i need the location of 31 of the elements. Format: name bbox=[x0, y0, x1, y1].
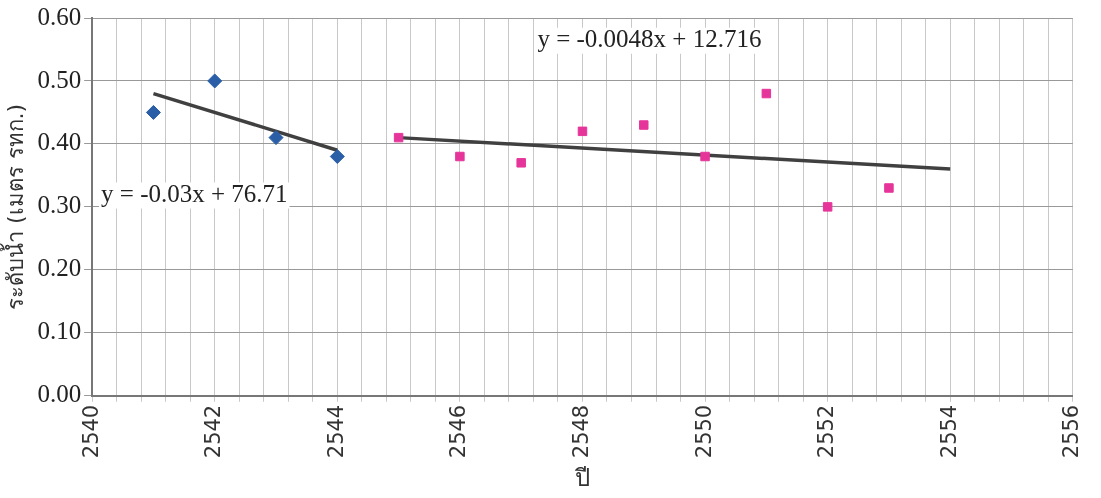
point bbox=[822, 202, 833, 212]
x-tick-label: 2550 bbox=[691, 404, 716, 459]
point bbox=[639, 120, 649, 130]
x-tick-label: 2548 bbox=[568, 404, 593, 459]
y-tick-label: 0.60 bbox=[37, 2, 82, 30]
annotation: y = -0.03x + 76.71 bbox=[101, 180, 288, 208]
y-tick-label: 0.20 bbox=[37, 254, 82, 282]
point bbox=[577, 126, 588, 137]
x-tick-label: 2546 bbox=[446, 404, 471, 459]
point bbox=[268, 130, 284, 146]
point bbox=[884, 183, 894, 193]
point bbox=[329, 149, 345, 165]
point bbox=[516, 158, 526, 168]
point bbox=[145, 104, 161, 120]
point bbox=[393, 132, 404, 143]
x-tick-label: 2542 bbox=[201, 404, 226, 459]
x-tick-label: 2554 bbox=[936, 404, 961, 459]
x-axis-title: ปี bbox=[573, 463, 590, 492]
y-tick-label: 0.50 bbox=[37, 65, 82, 93]
point bbox=[700, 151, 710, 162]
point bbox=[455, 151, 465, 162]
x-tick-label: 2552 bbox=[814, 404, 839, 459]
point bbox=[761, 88, 772, 99]
annotation: y = -0.0048x + 12.716 bbox=[537, 25, 762, 53]
y-tick-label: 0.10 bbox=[37, 317, 82, 345]
x-tick-label: 2544 bbox=[323, 404, 348, 459]
y-tick-label: 0.40 bbox=[37, 128, 82, 156]
y-tick-label: 0.30 bbox=[37, 191, 82, 219]
x-tick-label: 2556 bbox=[1059, 404, 1084, 459]
y-axis-title: ระดับน้ำ (เมตร รทก.) bbox=[0, 103, 28, 310]
point bbox=[207, 73, 223, 89]
